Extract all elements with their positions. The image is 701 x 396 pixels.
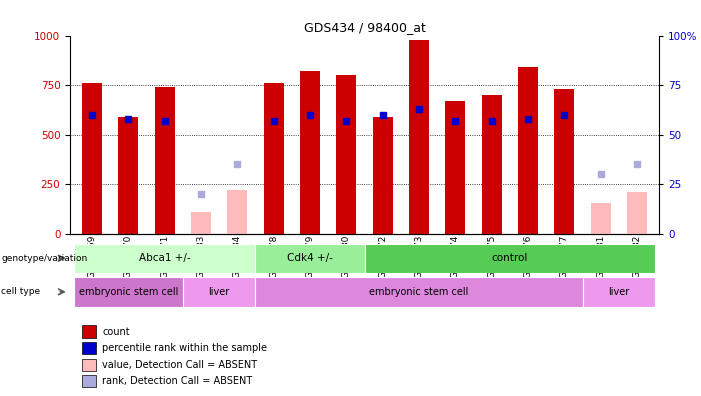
Bar	[74, 277, 183, 307]
Text: embryonic stem cell: embryonic stem cell	[79, 287, 178, 297]
Bar	[365, 244, 655, 273]
Bar	[336, 75, 356, 234]
Bar	[83, 342, 96, 354]
Text: percentile rank within the sample: percentile rank within the sample	[102, 343, 267, 353]
Bar	[255, 244, 365, 273]
Text: control: control	[491, 253, 528, 263]
Bar	[227, 190, 247, 234]
Bar	[83, 359, 96, 371]
Bar	[74, 244, 255, 273]
Text: liver: liver	[608, 287, 629, 297]
Bar	[300, 71, 320, 234]
Bar	[583, 277, 655, 307]
Bar	[155, 87, 175, 234]
Bar	[118, 117, 138, 234]
Bar	[82, 83, 102, 234]
Bar	[591, 203, 611, 234]
Bar	[83, 326, 96, 337]
Bar	[518, 67, 538, 234]
Bar	[627, 192, 647, 234]
Bar	[191, 212, 211, 234]
Bar	[83, 375, 96, 387]
Bar	[482, 95, 502, 234]
Bar	[445, 101, 465, 234]
Bar	[554, 89, 574, 234]
Text: rank, Detection Call = ABSENT: rank, Detection Call = ABSENT	[102, 376, 252, 386]
Text: value, Detection Call = ABSENT: value, Detection Call = ABSENT	[102, 360, 257, 370]
Text: Cdk4 +/-: Cdk4 +/-	[287, 253, 333, 263]
Text: embryonic stem cell: embryonic stem cell	[369, 287, 469, 297]
Text: Abca1 +/-: Abca1 +/-	[139, 253, 191, 263]
Bar	[255, 277, 583, 307]
Text: liver: liver	[208, 287, 230, 297]
Bar	[409, 40, 429, 234]
Bar	[373, 117, 393, 234]
Text: cell type: cell type	[1, 287, 41, 296]
Text: genotype/variation: genotype/variation	[1, 254, 88, 263]
Bar	[264, 83, 284, 234]
Text: count: count	[102, 327, 130, 337]
Title: GDS434 / 98400_at: GDS434 / 98400_at	[304, 21, 426, 34]
Bar	[183, 277, 255, 307]
